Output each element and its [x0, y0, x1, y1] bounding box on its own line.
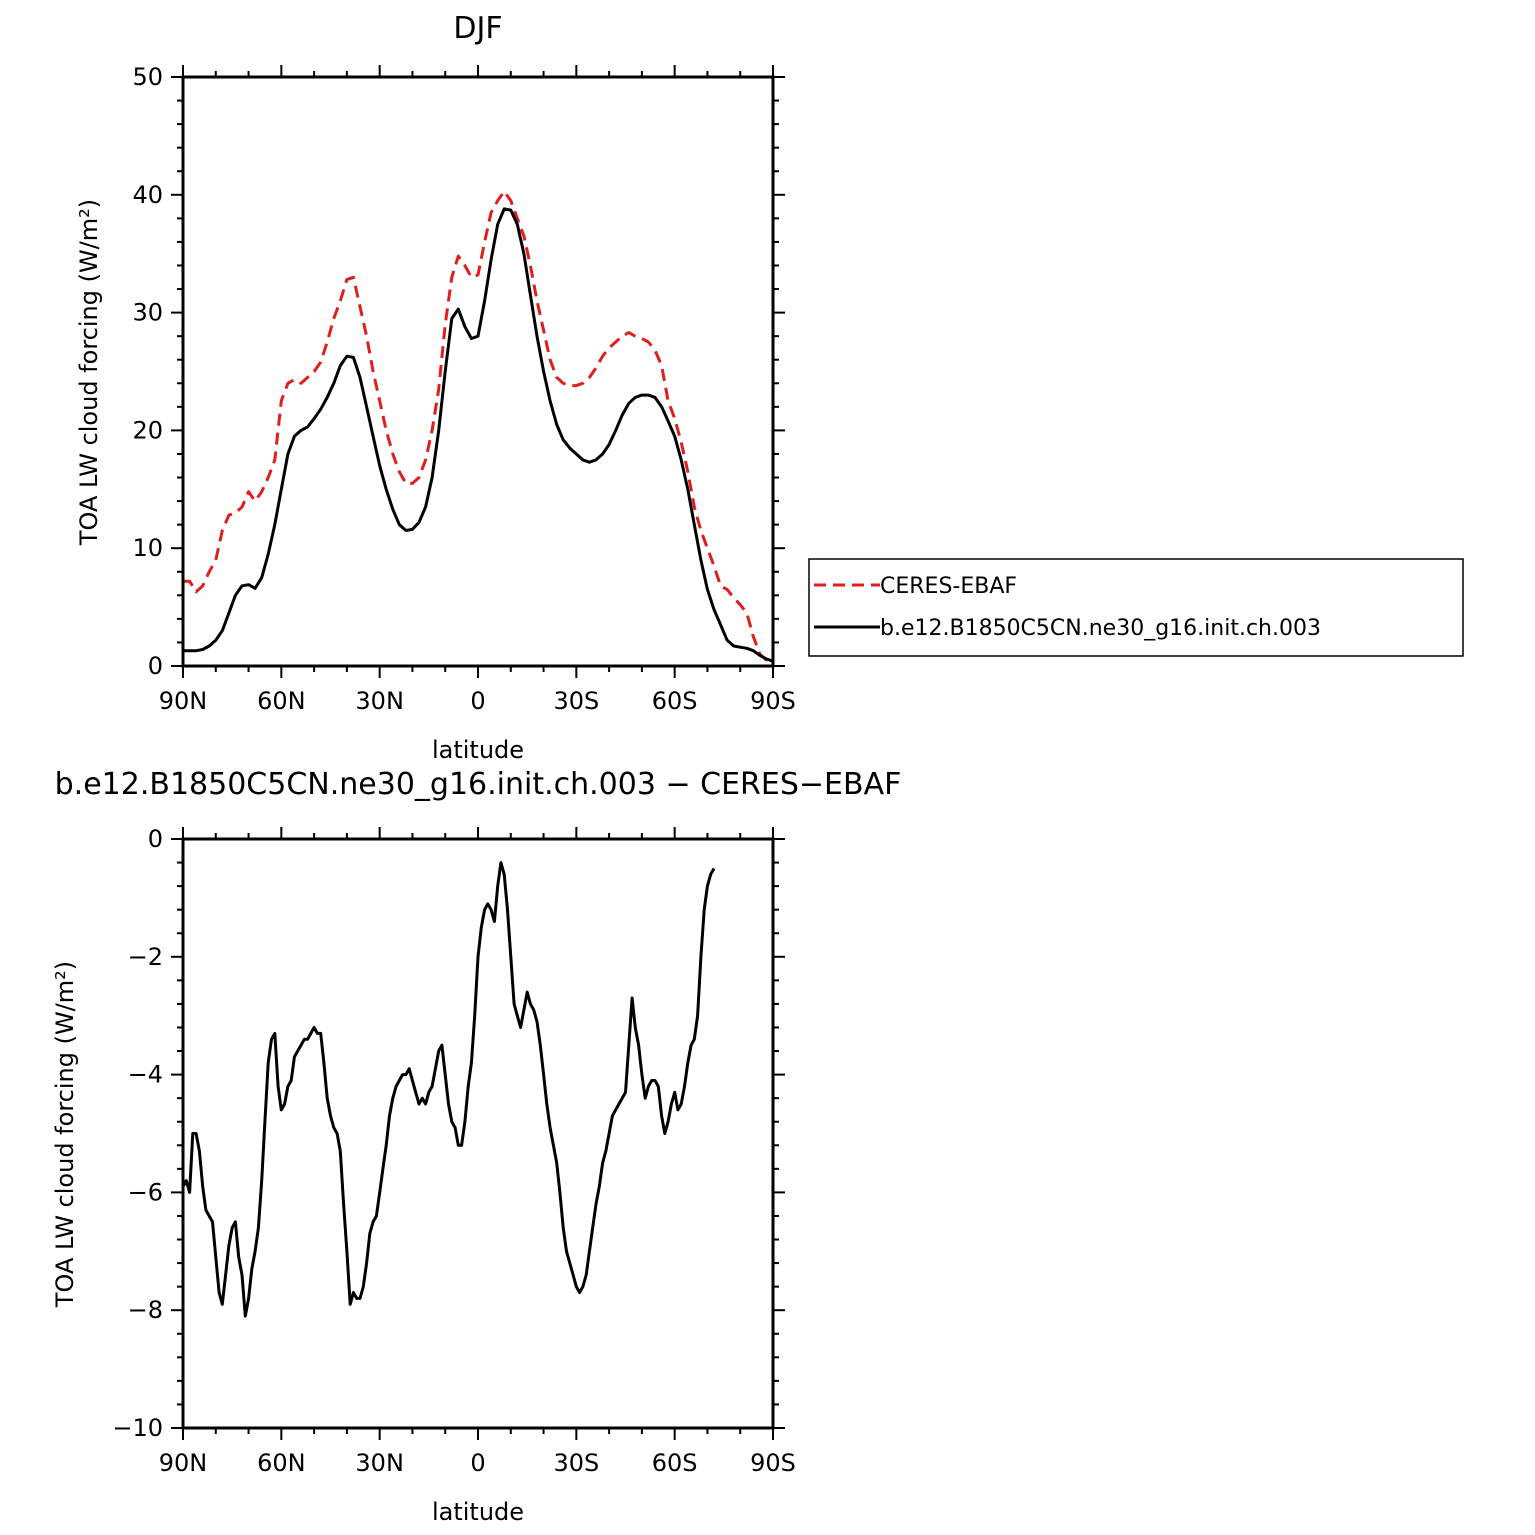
- x-tick-label: 60N: [257, 1449, 306, 1477]
- top-x-axis-title: latitude: [432, 736, 524, 764]
- y-tick-label: 0: [148, 652, 163, 680]
- x-tick-label: 30S: [553, 687, 599, 715]
- x-tick-label: 60S: [652, 1449, 698, 1477]
- x-tick-label: 90S: [750, 1449, 796, 1477]
- bottom-series-group: [181, 861, 716, 1318]
- bottom-x-axis-title: latitude: [432, 1498, 524, 1526]
- y-tick-label: 10: [132, 534, 163, 562]
- top-panel: DJF 90N 60N 30N 0 30S 60S 90S 0 10 20 30 40 50 latit…: [75, 11, 796, 764]
- y-tick-label: −10: [112, 1414, 163, 1442]
- legend-label-ceres: CERES-EBAF: [880, 574, 1017, 599]
- y-tick-label: −4: [128, 1061, 163, 1089]
- bottom-ticks-group: 90N 60N 30N 0 30S 60S 90S −10 −8 −6 −4 −2 0: [112, 825, 796, 1477]
- x-tick-label: 30N: [355, 1449, 404, 1477]
- x-tick-label: 90N: [159, 1449, 208, 1477]
- series-line-difference: [181, 861, 716, 1318]
- x-tick-label: 0: [470, 687, 485, 715]
- y-tick-label: −8: [128, 1296, 163, 1324]
- top-chart-title: DJF: [453, 11, 502, 46]
- series-line-ceres-ebaf: [183, 189, 774, 665]
- x-tick-label: 30N: [355, 687, 404, 715]
- y-tick-label: −2: [128, 943, 163, 971]
- y-tick-label: −6: [128, 1178, 163, 1206]
- series-line-b-e12-b1850c5cn-ne30-g16-init-ch-003: [183, 207, 774, 663]
- y-tick-label: 20: [132, 416, 163, 444]
- bottom-y-axis-title: TOA LW cloud forcing (W/m²): [51, 961, 79, 1308]
- top-y-axis-title: TOA LW cloud forcing (W/m²): [75, 199, 103, 546]
- legend-label-model: b.e12.B1850C5CN.ne30_g16.init.ch.003: [880, 616, 1321, 641]
- top-ticks-group: 90N 60N 30N 0 30S 60S 90S 0 10 20 30 40 50: [132, 63, 795, 715]
- x-tick-label: 90N: [159, 687, 208, 715]
- x-tick-label: 90S: [750, 687, 796, 715]
- top-plot-frame: [181, 75, 775, 668]
- y-tick-label: 30: [132, 299, 163, 327]
- bottom-panel: b.e12.B1850C5CN.ne30_g16.init.ch.003 − C…: [51, 767, 901, 1526]
- x-tick-label: 30S: [553, 1449, 599, 1477]
- x-tick-label: 0: [470, 1449, 485, 1477]
- legend-box: [808, 558, 1464, 657]
- bottom-plot-frame: [181, 837, 775, 1430]
- y-tick-label: 40: [132, 181, 163, 209]
- y-tick-label: 50: [132, 63, 163, 91]
- bottom-chart-title: b.e12.B1850C5CN.ne30_g16.init.ch.003 − C…: [55, 767, 902, 802]
- legend: CERES-EBAF b.e12.B1850C5CN.ne30_g16.init…: [808, 558, 1464, 657]
- x-tick-label: 60S: [652, 687, 698, 715]
- y-tick-label: 0: [148, 825, 163, 853]
- top-series-group: [183, 189, 774, 665]
- x-tick-label: 60N: [257, 687, 306, 715]
